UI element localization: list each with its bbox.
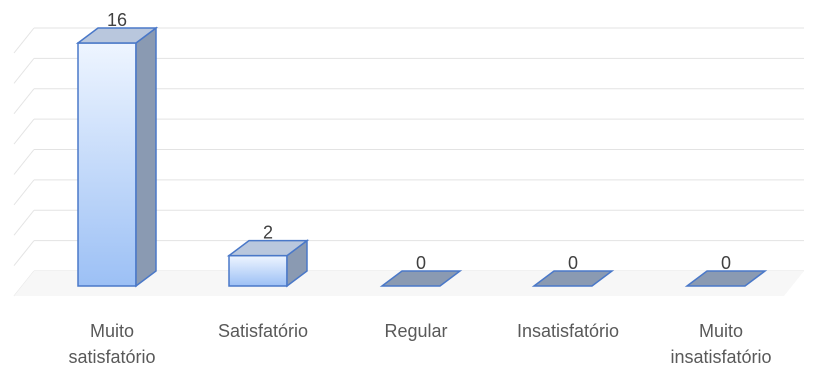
data-label: 2 — [263, 223, 273, 243]
data-label: 0 — [416, 253, 426, 273]
data-label: 0 — [721, 253, 731, 273]
category-label: Regular — [384, 321, 447, 341]
bar-top — [226, 239, 310, 257]
bar-front — [228, 254, 288, 287]
bars — [75, 26, 768, 288]
gridline-side — [13, 118, 35, 145]
bar — [226, 239, 310, 288]
bar-front — [77, 42, 137, 287]
category-label: Muito insatisfatório — [670, 321, 771, 367]
category-label: Muito satisfatório — [68, 321, 155, 367]
data-label: 0 — [568, 253, 578, 273]
category-label: Satisfatório — [218, 321, 308, 341]
bar — [684, 270, 768, 287]
bar-top — [379, 270, 463, 287]
bar-top — [75, 27, 159, 44]
bar — [531, 270, 615, 287]
bar-side — [135, 26, 157, 288]
gridline-side — [13, 240, 35, 266]
bar-top — [684, 270, 768, 287]
gridline-side — [13, 209, 35, 236]
gridline-side — [13, 179, 35, 206]
bar-top — [531, 270, 615, 287]
bar — [379, 270, 463, 287]
gridline-side — [13, 27, 35, 54]
category-label: Insatisfatório — [517, 321, 619, 341]
gridline-side — [13, 149, 35, 175]
data-label: 16 — [107, 10, 127, 30]
labels: 16 Muito satisfatório 2 Satisfatório 0 Regular… — [68, 10, 771, 367]
bar — [75, 26, 159, 288]
gridline-side — [13, 88, 35, 115]
gridline-side — [13, 58, 35, 84]
